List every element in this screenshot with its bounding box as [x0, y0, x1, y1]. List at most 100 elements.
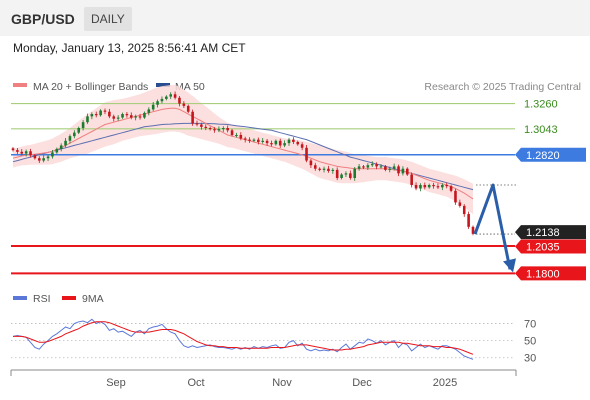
- candle-body: [313, 165, 317, 169]
- candle-body: [239, 134, 243, 139]
- candle-body: [59, 145, 63, 149]
- candle-body: [248, 139, 251, 141]
- candle-body: [165, 96, 168, 99]
- candle-body: [318, 168, 321, 170]
- candle-body: [42, 158, 45, 161]
- candle-body: [230, 130, 234, 135]
- candle-body: [169, 94, 173, 97]
- legend-rsi: RSI: [33, 293, 51, 305]
- candle-body: [265, 140, 269, 144]
- candle-body: [204, 126, 208, 129]
- x-axis: Sep Oct Nov Dec 2025: [10, 369, 517, 389]
- candle-body: [392, 166, 396, 169]
- bollinger-band: [13, 85, 473, 215]
- candle-body: [410, 174, 413, 185]
- candle-body: [143, 112, 146, 118]
- candle-body: [112, 116, 116, 119]
- candle-body: [261, 140, 265, 142]
- candle-body: [29, 151, 32, 156]
- timeframe-badge[interactable]: DAILY: [84, 7, 132, 31]
- candle-body: [24, 151, 28, 154]
- candle-body: [90, 114, 94, 117]
- credit-text: Research © 2025 Trading Central: [424, 81, 581, 93]
- candle-body: [160, 98, 164, 102]
- candle-body: [243, 138, 247, 140]
- candle-body: [73, 132, 76, 137]
- x-tick-label: Oct: [187, 377, 204, 389]
- candle-body: [208, 128, 212, 130]
- candle-body: [462, 205, 466, 215]
- candle-body: [357, 166, 361, 169]
- candle-body: [156, 101, 159, 105]
- ma50-line: [12, 122, 474, 191]
- candle-body: [349, 173, 352, 179]
- candle-body: [257, 139, 260, 142]
- candle-body: [33, 155, 37, 159]
- candle-body: [116, 117, 120, 119]
- ma20-line: [12, 107, 474, 200]
- candle-body: [138, 116, 142, 118]
- price-tag-label-last: 1.2138: [526, 227, 560, 239]
- legend-bollinger: MA 20 + Bollinger Bands: [33, 81, 148, 93]
- datetime-label: Monday, January 13, 2025 8:56:41 AM CET: [13, 41, 246, 55]
- candle-body: [151, 104, 155, 110]
- candle-body: [379, 166, 383, 168]
- candle-body: [419, 184, 422, 189]
- candle-body: [445, 184, 449, 187]
- candle-body: [20, 151, 24, 154]
- price-tag-label-s1: 1.2035: [526, 242, 560, 254]
- candle-body: [405, 168, 409, 175]
- candle-body: [186, 105, 190, 112]
- candle-body: [182, 103, 186, 106]
- candle-body: [331, 169, 335, 172]
- candle-body: [309, 160, 313, 166]
- candle-body: [147, 109, 151, 113]
- candle-body: [195, 123, 199, 125]
- header: GBP/USD DAILY: [0, 0, 590, 36]
- candle-body: [217, 129, 221, 131]
- candle-body: [64, 140, 67, 146]
- candle-body: [397, 166, 400, 174]
- candle-body: [235, 134, 238, 136]
- price-tag-pivot: [515, 147, 586, 162]
- legend-rsi-ma: 9MA: [82, 293, 104, 305]
- legend-swatch-ma20: [13, 83, 27, 87]
- candle-body: [441, 184, 444, 188]
- chart-panel: [0, 36, 590, 400]
- candle-body: [287, 139, 291, 144]
- forecast-arrow-head: [503, 258, 516, 273]
- candle-body: [103, 110, 107, 112]
- price-layer: 1.3260 1.3043 1.2820 1.2138 1.2035 1.1800: [11, 85, 586, 281]
- rsi-line: [12, 318, 474, 360]
- resistance-label-r1: 1.3043: [524, 124, 558, 136]
- price-tag-label-s2: 1.1800: [526, 268, 560, 280]
- candle-body: [292, 139, 295, 142]
- candle-body: [94, 114, 98, 116]
- resistance-label-r2: 1.3260: [524, 99, 558, 111]
- candle-body: [335, 169, 339, 179]
- candle-body: [401, 168, 405, 174]
- candle-body: [471, 226, 475, 234]
- candle-body: [51, 152, 54, 157]
- candle-body: [375, 164, 378, 167]
- rsi-layer: 70 50 30: [11, 319, 536, 365]
- x-tick-label: Nov: [272, 377, 292, 389]
- candle-body: [427, 184, 431, 188]
- candle-body: [226, 128, 229, 131]
- candle-body: [278, 140, 282, 146]
- candle-body: [213, 129, 216, 131]
- candle-body: [55, 148, 59, 153]
- candle-body: [327, 168, 330, 172]
- candle-body: [449, 186, 453, 191]
- rsi-tick-label: 50: [524, 336, 536, 348]
- x-tick-label: 2025: [433, 377, 457, 389]
- candle-body: [134, 116, 137, 118]
- candle-body: [436, 186, 440, 188]
- forecast-arrow: [473, 183, 512, 270]
- candle-body: [173, 94, 177, 98]
- candle-body: [300, 144, 304, 148]
- legend-swatch-rsi: [13, 296, 27, 300]
- candle-body: [252, 139, 256, 141]
- candle-body: [362, 166, 365, 168]
